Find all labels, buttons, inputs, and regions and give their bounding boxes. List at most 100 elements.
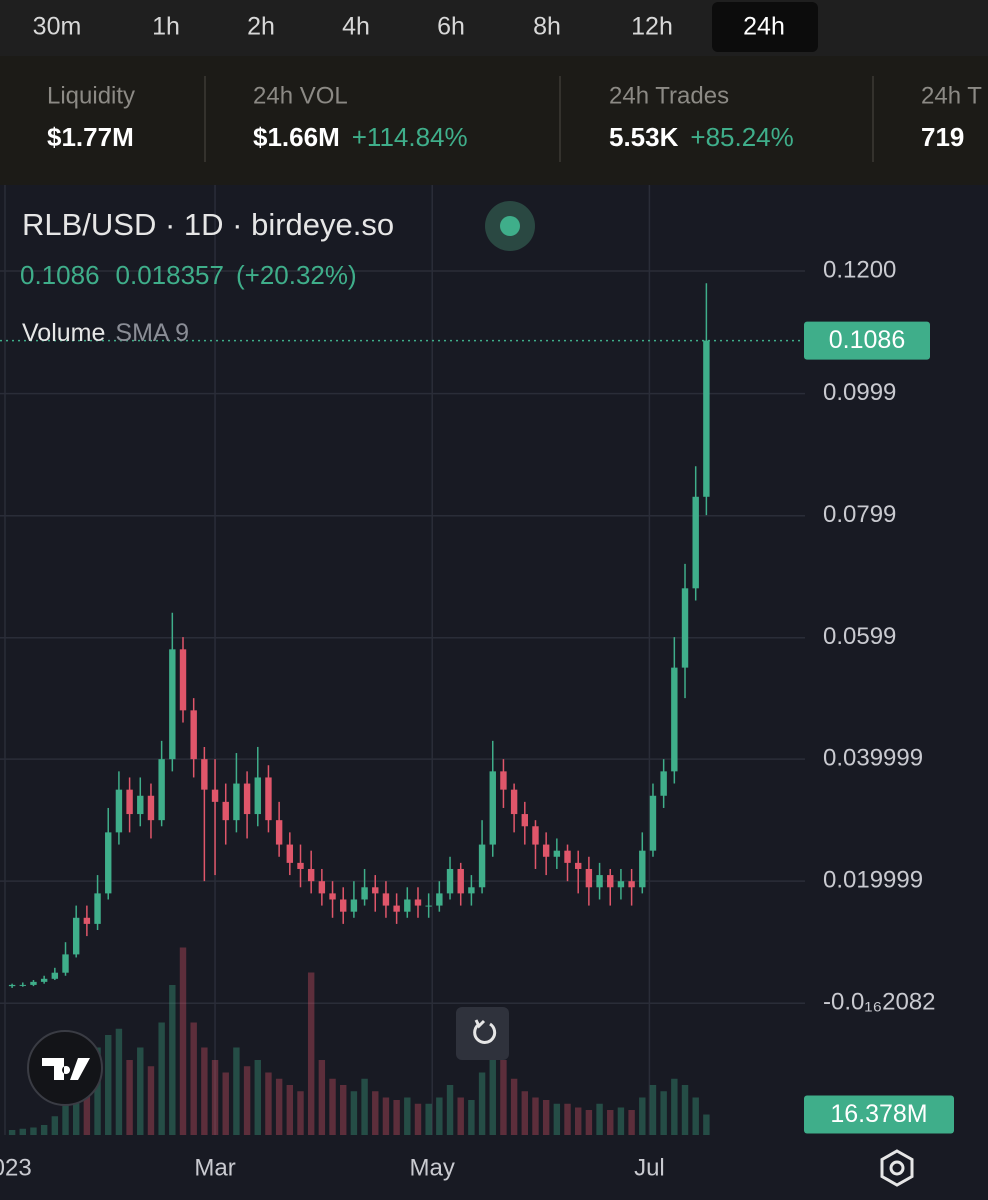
stat-change: +85.24% [690, 122, 793, 152]
reset-icon [473, 1019, 497, 1044]
legend-change: 0.018357 [116, 260, 224, 290]
timeframe-tab[interactable]: 1h [152, 13, 180, 41]
candle-body [553, 850, 561, 857]
volume-bar [190, 1022, 197, 1135]
candle-body [286, 844, 294, 863]
volume-bar [489, 1010, 496, 1135]
volume-bar [382, 1097, 390, 1135]
volume-bar [585, 1110, 593, 1135]
stat-value: 719 [921, 122, 964, 152]
volume-bar [126, 1060, 133, 1135]
candle-body [51, 972, 59, 979]
stat-line: $1.66M +114.84% [253, 122, 468, 152]
volume-bar [607, 1110, 614, 1135]
candle-body [233, 783, 240, 821]
candle-body [137, 795, 144, 815]
candle-body [190, 710, 197, 760]
candle-body [575, 862, 582, 869]
volume-bar [703, 1114, 710, 1135]
stat-value: $1.66M [253, 122, 340, 152]
indicator-legend: Volume SMA 9 [22, 319, 189, 347]
candle-body [649, 795, 657, 851]
volume-bar [521, 1091, 529, 1135]
volume-bar [158, 1022, 165, 1135]
volume-bar [169, 985, 176, 1135]
volume-bar [446, 1085, 454, 1135]
chart-title: RLB/USD · 1D · birdeye.so [22, 207, 394, 242]
volume-bar [222, 1072, 229, 1135]
volume-bar [553, 1103, 561, 1135]
volume-bar [436, 1097, 443, 1135]
candle-body [617, 881, 625, 888]
candle-body [596, 875, 603, 888]
volume-bar [297, 1091, 304, 1135]
volume-bar [307, 972, 315, 1135]
volume-bar [660, 1091, 667, 1135]
settings-button[interactable] [880, 1149, 914, 1187]
candle-body [340, 899, 347, 912]
candle-body [500, 771, 507, 790]
candle-body [468, 887, 475, 894]
timeframe-tab[interactable]: 30m [33, 13, 82, 41]
volume-bar [83, 1078, 91, 1135]
timeframe-tab[interactable]: 2h [247, 13, 275, 41]
candle-body [414, 899, 422, 906]
volume-bar [361, 1078, 368, 1135]
volume-bar [147, 1066, 155, 1135]
volume-bar [201, 1047, 208, 1135]
timeframe-tab[interactable]: 24h [743, 13, 785, 41]
candle-body [489, 771, 496, 845]
volume-bar [329, 1078, 336, 1135]
candle-body [265, 777, 272, 821]
candle-body [457, 868, 464, 894]
volume-bar [393, 1100, 400, 1135]
volume-bar [275, 1078, 283, 1135]
candle-body [243, 783, 251, 815]
candle-body [521, 814, 529, 827]
last-price-label: 0.1086 [829, 326, 905, 354]
y-tick-label: 0.0999 [823, 379, 896, 406]
volume-bar [8, 1130, 16, 1135]
candle-body [393, 905, 400, 912]
candle-body [361, 887, 368, 900]
volume-bar [350, 1091, 358, 1135]
timeframe-tab[interactable]: 4h [342, 13, 370, 41]
y-tick-label: 0.1200 [823, 256, 896, 283]
volume-bar [639, 1097, 646, 1135]
candle-body [350, 899, 358, 912]
volume-badge-label: 16.378M [830, 1100, 927, 1128]
timeframe-tab[interactable]: 6h [437, 13, 465, 41]
candle-body [40, 978, 48, 982]
candle-body [681, 588, 689, 668]
candle-body [564, 850, 571, 863]
x-tick-label: Jul [634, 1154, 665, 1181]
stats-bar [0, 56, 988, 185]
stat-line: $1.77M [47, 122, 134, 152]
y-tick-label: 0.0599 [823, 623, 896, 650]
timeframe-tab[interactable]: 12h [631, 13, 673, 41]
candle-body [222, 801, 229, 821]
indicator-name: Volume [22, 319, 105, 347]
candle-body [318, 881, 326, 894]
timeframe-tab[interactable]: 8h [533, 13, 561, 41]
x-tick-label: Mar [194, 1154, 235, 1181]
stat-label: 24h VOL [253, 82, 348, 109]
stat-line: 5.53K +85.24% [609, 122, 794, 152]
candle-body [30, 981, 37, 985]
reset-button[interactable] [456, 1007, 509, 1060]
candle-body [671, 667, 678, 772]
volume-bar [286, 1085, 294, 1135]
volume-bar [265, 1072, 272, 1135]
volume-bar [254, 1060, 261, 1135]
y-tick-label: 0.039999 [823, 744, 923, 771]
volume-bar [649, 1085, 657, 1135]
tab-bar [0, 0, 988, 56]
candle-body [446, 868, 454, 894]
volume-bar [468, 1100, 475, 1135]
volume-bar [575, 1107, 582, 1135]
volume-bar [372, 1091, 379, 1135]
volume-bar [404, 1097, 411, 1135]
volume-bar [596, 1103, 603, 1135]
candle-body [105, 832, 112, 894]
